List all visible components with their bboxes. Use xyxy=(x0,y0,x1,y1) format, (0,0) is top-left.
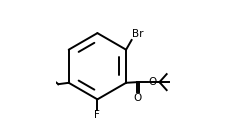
Text: O: O xyxy=(134,93,142,103)
Text: O: O xyxy=(148,77,156,87)
Text: F: F xyxy=(94,110,100,120)
Text: Br: Br xyxy=(132,30,143,39)
